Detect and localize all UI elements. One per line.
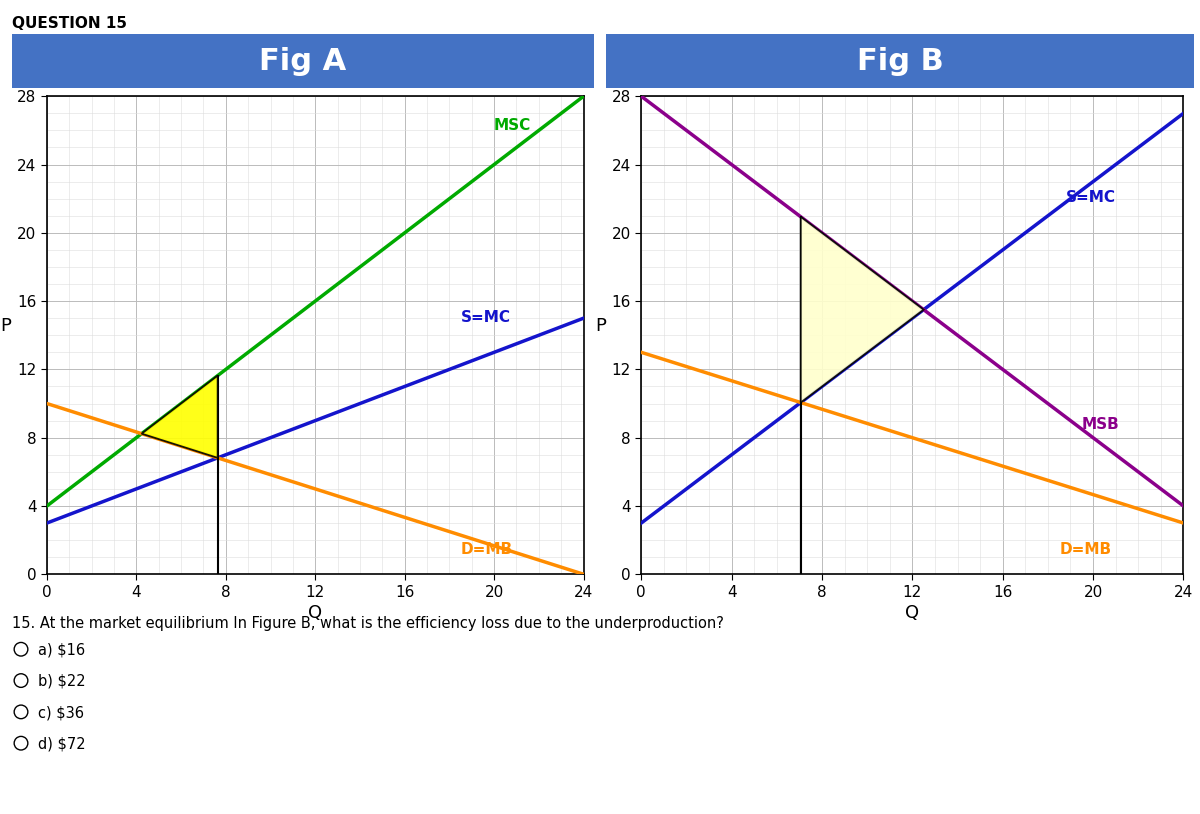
Polygon shape <box>800 217 924 403</box>
Text: MSB: MSB <box>1081 417 1120 432</box>
Text: S=MC: S=MC <box>1066 190 1116 205</box>
Text: 15. At the market equilibrium In Figure B, what is the efficiency loss due to th: 15. At the market equilibrium In Figure … <box>12 616 724 631</box>
Text: d) $72: d) $72 <box>38 737 86 751</box>
Text: MSC: MSC <box>494 118 532 133</box>
Text: D=MB: D=MB <box>1060 542 1111 557</box>
Text: S=MC: S=MC <box>461 309 510 325</box>
Y-axis label: P: P <box>0 317 12 335</box>
Text: a) $16: a) $16 <box>38 642 85 658</box>
Text: QUESTION 15: QUESTION 15 <box>12 16 127 31</box>
Y-axis label: P: P <box>595 317 606 335</box>
X-axis label: Q: Q <box>905 604 919 622</box>
Text: Fig A: Fig A <box>259 46 347 76</box>
Polygon shape <box>142 375 217 457</box>
Text: Fig B: Fig B <box>857 46 943 76</box>
X-axis label: Q: Q <box>308 604 323 622</box>
Text: D=MB: D=MB <box>461 542 512 557</box>
Text: b) $22: b) $22 <box>38 674 86 689</box>
Text: c) $36: c) $36 <box>38 705 84 720</box>
